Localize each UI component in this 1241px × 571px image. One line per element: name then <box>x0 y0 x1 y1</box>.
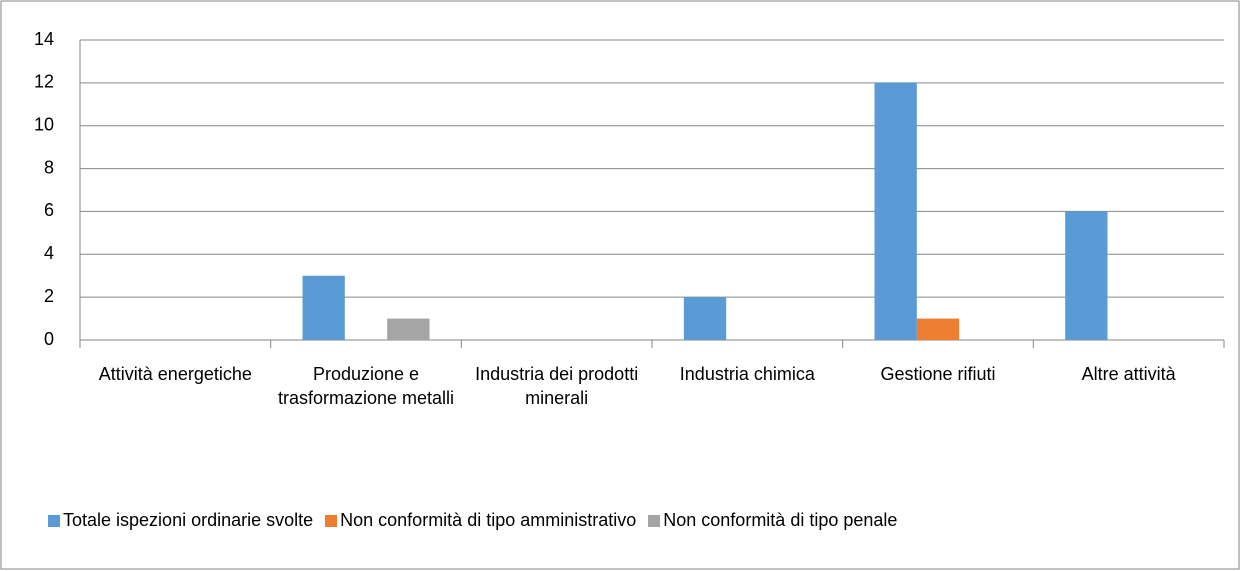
y-tick-label: 14 <box>34 29 54 49</box>
x-tick-label: Altre attività <box>1081 364 1176 384</box>
x-tick-label: Gestione rifiuti <box>880 364 996 384</box>
legend-label: Non conformità di tipo amministrativo <box>340 510 637 530</box>
bar <box>683 297 727 340</box>
legend-item: Non conformità di tipo penale <box>648 510 897 531</box>
bar <box>874 82 917 340</box>
legend: Totale ispezioni ordinarie svolte Non con… <box>48 510 897 531</box>
y-tick-label: 0 <box>44 329 54 349</box>
x-tick-label: Industria chimica <box>679 364 815 384</box>
legend-swatch <box>48 514 60 527</box>
y-tick-label: 10 <box>34 114 54 134</box>
y-tick-label: 8 <box>44 157 54 177</box>
y-tick-label: 12 <box>34 72 54 92</box>
legend-swatch <box>325 514 338 527</box>
legend-label: Non conformità di tipo penale <box>663 510 898 530</box>
bar <box>302 275 345 340</box>
y-tick-label: 6 <box>44 200 54 220</box>
x-tick-label: Produzione e trasformazione metalli <box>277 364 455 408</box>
legend-item: Non conformità di tipo amministrativo <box>325 510 636 531</box>
bar <box>916 318 960 340</box>
bar <box>1065 211 1108 340</box>
x-tick-label: Attività energetiche <box>98 364 252 384</box>
x-tick-label: Industria dei prodotti minerali <box>475 364 639 408</box>
bar <box>387 318 430 340</box>
y-tick-label: 4 <box>44 243 54 263</box>
y-tick-label: 2 <box>44 286 54 306</box>
legend-swatch <box>648 514 661 527</box>
legend-label: Totale ispezioni ordinarie svolte <box>63 510 314 530</box>
legend-item: Totale ispezioni ordinarie svolte <box>48 510 313 531</box>
